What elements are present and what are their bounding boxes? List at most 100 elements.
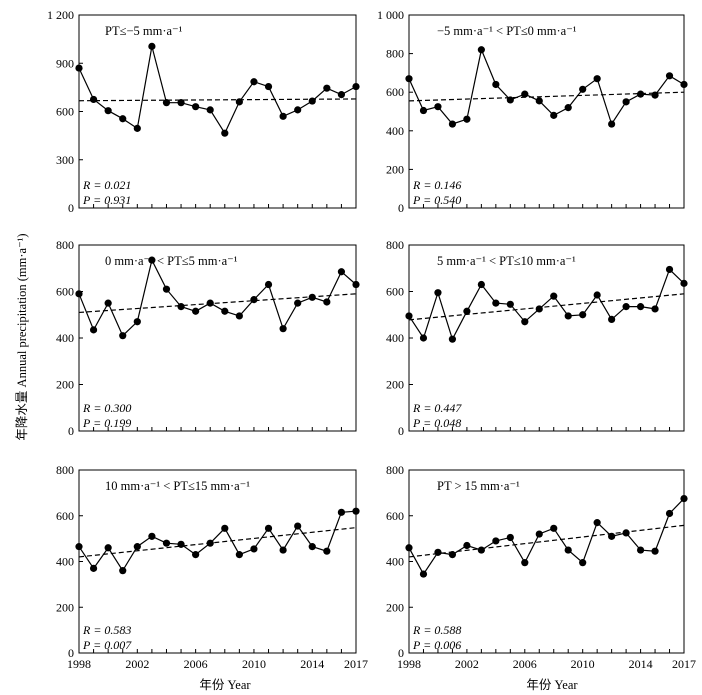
data-point bbox=[405, 312, 413, 320]
data-point bbox=[463, 307, 471, 315]
x-tick-label: 2014 bbox=[300, 657, 324, 671]
y-tick-label: 800 bbox=[56, 238, 74, 252]
data-point bbox=[550, 111, 558, 119]
data-point bbox=[221, 524, 229, 532]
data-point bbox=[206, 539, 214, 547]
x-tick-label: 2017 bbox=[672, 657, 696, 671]
data-point bbox=[89, 95, 98, 104]
x-tick-label: 2014 bbox=[629, 657, 653, 671]
data-point bbox=[352, 507, 360, 515]
data-point bbox=[535, 97, 543, 105]
data-point bbox=[680, 279, 688, 287]
x-tick-label: 2010 bbox=[571, 657, 595, 671]
y-tick-label: 600 bbox=[386, 285, 404, 299]
data-point bbox=[506, 533, 514, 542]
y-tick-label: 400 bbox=[386, 331, 404, 345]
y-tick-label: 800 bbox=[386, 47, 404, 61]
data-point bbox=[294, 106, 302, 114]
data-point bbox=[235, 551, 243, 559]
data-point bbox=[308, 97, 316, 105]
y-tick-label: 0 bbox=[68, 424, 74, 438]
y-tick-label: 600 bbox=[386, 509, 404, 523]
panel-title: 0 mm·a⁻¹ < PT≤5 mm·a⁻¹ bbox=[105, 254, 238, 268]
data-point bbox=[352, 82, 360, 91]
series-line bbox=[408, 498, 685, 576]
data-point bbox=[622, 303, 630, 311]
data-point bbox=[337, 91, 346, 99]
data-point bbox=[148, 256, 156, 264]
data-point bbox=[75, 64, 83, 72]
y-tick-label: 900 bbox=[56, 56, 74, 70]
data-point bbox=[535, 530, 543, 538]
r-value: R = 0.146 bbox=[412, 178, 461, 192]
y-tick-label: 800 bbox=[386, 463, 404, 477]
data-point bbox=[608, 315, 616, 323]
y-tick-label: 200 bbox=[56, 600, 74, 614]
data-point bbox=[294, 522, 302, 530]
data-point bbox=[680, 80, 688, 89]
x-tick-label: 2010 bbox=[242, 657, 266, 671]
panel-title: −5 mm·a⁻¹ < PT≤0 mm·a⁻¹ bbox=[437, 24, 577, 38]
x-tick-label: 2002 bbox=[125, 657, 149, 671]
data-point bbox=[550, 292, 558, 300]
data-point bbox=[337, 268, 346, 276]
data-point bbox=[104, 299, 112, 307]
data-point bbox=[192, 307, 200, 315]
data-point bbox=[550, 524, 558, 532]
data-point bbox=[506, 96, 514, 104]
data-point bbox=[192, 551, 200, 559]
data-point bbox=[492, 299, 500, 307]
y-tick-label: 400 bbox=[56, 555, 74, 569]
y-tick-label: 400 bbox=[386, 555, 404, 569]
data-point bbox=[337, 508, 346, 516]
data-point bbox=[419, 570, 428, 578]
data-point bbox=[448, 120, 457, 128]
data-point bbox=[651, 305, 659, 313]
data-point bbox=[419, 106, 428, 115]
data-point bbox=[593, 519, 601, 527]
chart-panel-2: 0 200 400 600 800 1 000 −5 mm·a⁻¹ < PT≤0 mm·a⁻… bbox=[377, 8, 688, 215]
plot-frame bbox=[408, 14, 685, 209]
p-value: P = 0.199 bbox=[82, 416, 131, 430]
data-point bbox=[119, 567, 127, 575]
data-point bbox=[75, 543, 83, 551]
y-tick-label: 1 200 bbox=[47, 8, 74, 22]
chart-panel-4: 0 200 400 600 800 5 mm·a⁻¹ < PT≤10 mm·a⁻¹ R = … bbox=[386, 238, 688, 438]
p-value: P = 0.931 bbox=[82, 193, 131, 207]
trend-line bbox=[78, 98, 357, 102]
r-value: R = 0.588 bbox=[412, 623, 461, 637]
data-point bbox=[264, 82, 273, 91]
y-tick-label: 200 bbox=[386, 600, 404, 614]
data-point bbox=[264, 524, 273, 532]
data-point bbox=[89, 564, 98, 572]
y-tick-label: 600 bbox=[56, 509, 74, 523]
data-point bbox=[221, 307, 229, 315]
chart-panel-5: 0 200 400 600 800 1998 2002 2006 2010 2014 2017 10 … bbox=[56, 463, 368, 671]
data-point bbox=[680, 494, 688, 503]
data-point bbox=[405, 75, 413, 83]
trend-line bbox=[408, 293, 685, 321]
data-point bbox=[665, 509, 674, 518]
data-point bbox=[492, 80, 500, 89]
y-tick-label: 300 bbox=[56, 153, 74, 167]
data-point bbox=[448, 335, 457, 343]
data-point bbox=[651, 547, 659, 555]
data-point bbox=[206, 106, 214, 114]
data-point bbox=[521, 318, 529, 326]
r-value: R = 0.447 bbox=[412, 401, 462, 415]
trend-line bbox=[78, 293, 357, 314]
data-point bbox=[506, 300, 514, 308]
data-point bbox=[177, 303, 185, 311]
x-tick-label: 2006 bbox=[513, 657, 537, 671]
data-point bbox=[636, 546, 645, 554]
y-tick-label: 0 bbox=[398, 201, 404, 215]
x-tick-label: 2002 bbox=[455, 657, 479, 671]
data-point bbox=[564, 546, 572, 554]
data-point bbox=[206, 299, 214, 307]
data-point bbox=[148, 42, 156, 50]
data-point bbox=[162, 99, 171, 107]
r-value: R = 0.300 bbox=[82, 401, 131, 415]
data-point bbox=[405, 544, 413, 552]
data-point bbox=[250, 545, 258, 553]
